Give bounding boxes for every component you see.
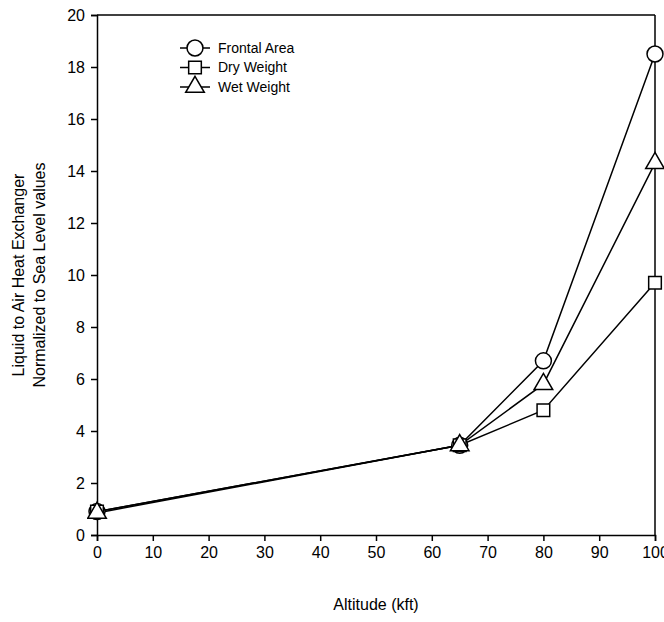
tick-label: 20 [67, 7, 85, 24]
tick-label: 80 [535, 544, 553, 561]
tick-label: 2 [76, 475, 85, 492]
tick: 6 [76, 371, 97, 388]
tick-label: 40 [312, 544, 330, 561]
tick-mark [91, 379, 97, 381]
tick-label: 10 [144, 544, 162, 561]
tick-label: 16 [67, 111, 85, 128]
tick-label: 50 [368, 544, 386, 561]
tick-label: 90 [591, 544, 609, 561]
x-axis-title: Altitude (kft) [333, 596, 418, 613]
legend-marker [186, 76, 205, 92]
tick-mark [91, 119, 97, 121]
x-axis: 0 10 20 30 40 50 60 70 80 90 100 [93, 535, 664, 561]
tick-label: 20 [200, 544, 218, 561]
tick: 70 [479, 535, 497, 561]
tick-mark [264, 535, 266, 541]
tick-mark [91, 431, 97, 433]
tick: 2 [76, 475, 97, 492]
tick: 20 [67, 7, 97, 24]
legend-label: Dry Weight [218, 59, 287, 75]
tick: 14 [67, 163, 97, 180]
tick-label: 30 [256, 544, 274, 561]
tick-mark [153, 535, 155, 541]
tick-mark [487, 535, 489, 541]
axis-line [91, 16, 98, 536]
legend-label: Wet Weight [218, 79, 290, 95]
series-line [97, 163, 655, 513]
tick-mark [91, 535, 97, 537]
tick: 10 [67, 267, 97, 284]
tick: 30 [256, 535, 274, 561]
frame [654, 15, 656, 535]
legend-label: Frontal Area [218, 40, 294, 56]
tick-label: 4 [76, 423, 85, 440]
legend: Frontal Area Dry Weight Wet Weight [180, 40, 294, 95]
marker [88, 502, 107, 518]
series-line [97, 283, 655, 512]
tick-mark [91, 483, 97, 485]
tick-label: 12 [67, 215, 85, 232]
tick: 100 [642, 535, 664, 561]
marker [646, 152, 664, 168]
tick: 18 [67, 59, 97, 76]
tick: 90 [591, 535, 609, 561]
series-group [88, 46, 664, 520]
tick-mark [376, 535, 378, 541]
tick-mark [91, 275, 97, 277]
tick-label: 18 [67, 59, 85, 76]
y-axis-title: Liquid to Air Heat Exchanger [10, 173, 27, 376]
marker [649, 276, 662, 289]
tick-label: 6 [76, 371, 85, 388]
tick-label: 8 [76, 319, 85, 336]
tick-mark [599, 535, 601, 541]
tick-mark [91, 15, 97, 17]
tick-label: 10 [67, 267, 85, 284]
tick: 40 [312, 535, 330, 561]
chart: 0 10 20 30 40 50 60 70 80 90 100 0 2 4 6 8 10 12 14 16 18 20 A… [0, 0, 664, 622]
y-axis: 0 2 4 6 8 10 12 14 16 18 20 [67, 7, 97, 544]
tick-mark [91, 223, 97, 225]
legend-marker [189, 61, 202, 74]
plot: 0 10 20 30 40 50 60 70 80 90 100 0 2 4 6 8 10 12 14 16 18 20 [67, 7, 664, 562]
tick: 20 [200, 535, 218, 561]
tick: 0 [76, 527, 97, 544]
tick-mark [320, 535, 322, 541]
tick-mark [91, 327, 97, 329]
tick-label: 100 [642, 544, 664, 561]
tick-mark [543, 535, 545, 541]
tick-label: 14 [67, 163, 85, 180]
tick: 4 [76, 423, 97, 440]
frame [97, 14, 655, 16]
tick-label: 70 [479, 544, 497, 561]
tick-label: 0 [76, 527, 85, 544]
tick: 80 [535, 535, 553, 561]
series-line [97, 54, 655, 512]
marker [535, 353, 551, 369]
marker [450, 435, 469, 451]
tick-mark [91, 67, 97, 69]
tick-label: 0 [93, 544, 102, 561]
tick-mark [655, 535, 657, 541]
tick: 16 [67, 111, 97, 128]
tick: 60 [423, 535, 441, 561]
tick-mark [91, 171, 97, 173]
tick: 50 [368, 535, 386, 561]
marker [534, 373, 553, 389]
tick-mark [208, 535, 210, 541]
tick: 8 [76, 319, 97, 336]
axis-line [98, 536, 656, 542]
tick: 12 [67, 215, 97, 232]
tick: 10 [144, 535, 162, 561]
tick-mark [432, 535, 434, 541]
marker [537, 404, 550, 417]
tick: 0 [93, 535, 102, 561]
legend-marker [187, 40, 203, 56]
tick-label: 60 [423, 544, 441, 561]
y-axis-title: Normalized to Sea Level values [31, 162, 48, 387]
marker [647, 46, 663, 62]
